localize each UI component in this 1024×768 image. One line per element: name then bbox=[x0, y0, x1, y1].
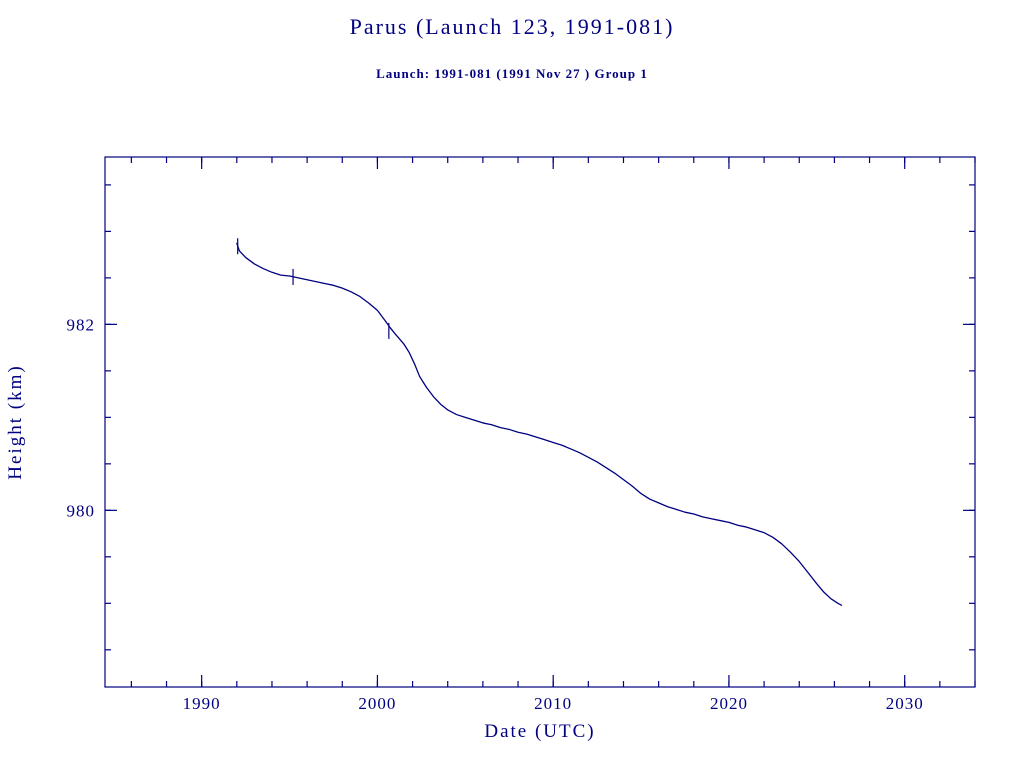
y-axis-label: Height (km) bbox=[5, 364, 26, 479]
height-curve bbox=[236, 242, 843, 606]
x-tick-label: 2020 bbox=[710, 694, 748, 713]
y-tick-label: 980 bbox=[67, 501, 96, 520]
axis-tick-labels: 1990 2000 2010 2020 2030 980 982 bbox=[67, 315, 924, 713]
chart-title: Parus (Launch 123, 1991-081) bbox=[349, 14, 675, 39]
x-axis-label: Date (UTC) bbox=[484, 721, 595, 742]
plot-frame bbox=[104, 156, 976, 688]
x-tick-label: 2030 bbox=[886, 694, 924, 713]
x-tick-label: 2000 bbox=[358, 694, 396, 713]
axis-ticks bbox=[105, 157, 976, 687]
x-tick-label: 1990 bbox=[183, 694, 221, 713]
data-curve-group bbox=[236, 238, 843, 606]
y-tick-label: 982 bbox=[67, 315, 96, 334]
x-tick-label: 2010 bbox=[534, 694, 572, 713]
chart-subtitle: Launch: 1991-081 (1991 Nov 27 ) Group 1 bbox=[376, 66, 648, 81]
